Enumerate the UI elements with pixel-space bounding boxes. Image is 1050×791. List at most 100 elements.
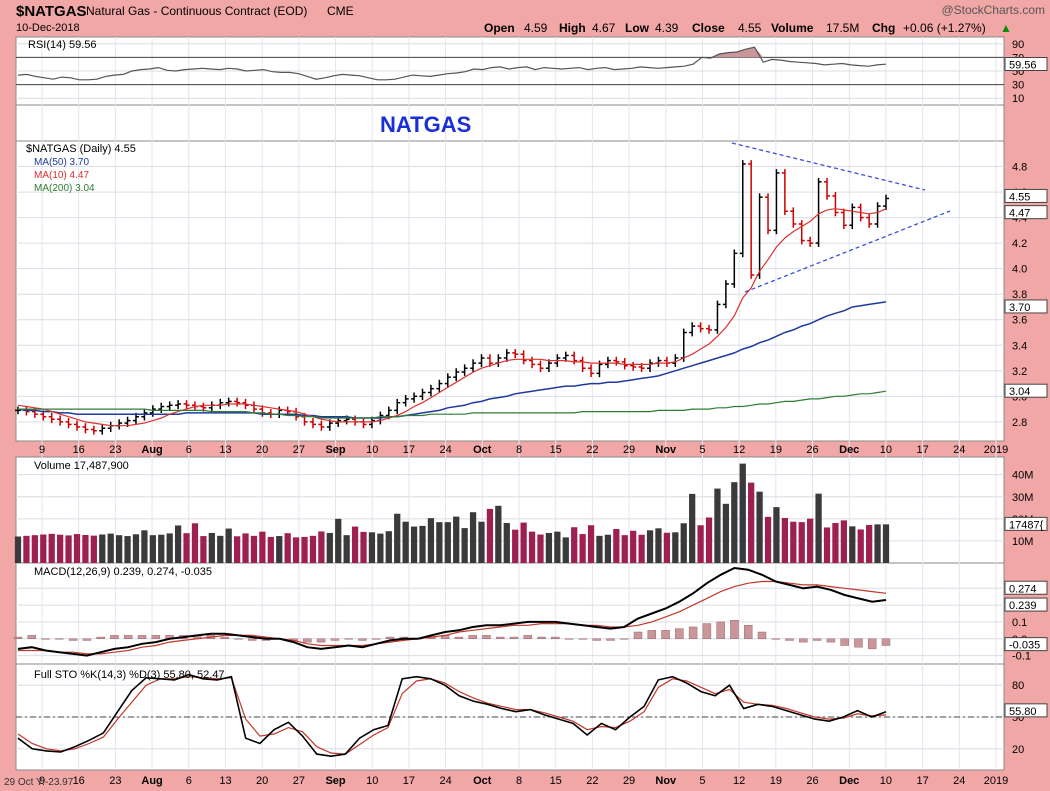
x-tick-label: 19 <box>770 775 782 787</box>
volume-bar <box>158 534 165 563</box>
macd-histogram-bar <box>578 638 588 640</box>
x-tick-label: Aug <box>141 775 162 787</box>
macd-histogram-bar <box>633 631 643 639</box>
x-tick-label: 12 <box>733 775 745 787</box>
volume-bar <box>495 505 502 563</box>
volume-bar <box>461 528 468 563</box>
low-value: 4.39 <box>655 21 679 35</box>
volume-bar <box>57 534 64 563</box>
x-tick-label: 8 <box>516 775 522 787</box>
macd-histogram-bar <box>647 630 657 639</box>
high-value: 4.67 <box>592 21 616 35</box>
volume-bar <box>99 534 106 563</box>
volume-tick-label: 10M <box>1012 536 1033 548</box>
volume-bar <box>840 520 847 563</box>
volume-bar <box>73 534 81 563</box>
macd-histogram-bar <box>234 638 243 640</box>
sto-value-box <box>1004 703 1048 718</box>
price-close-value-label: 4.55 <box>1009 191 1030 203</box>
volume-bar <box>368 532 376 563</box>
volume-bar <box>857 529 864 563</box>
volume-bar <box>882 524 890 563</box>
x-tick-label: 16 <box>73 775 85 787</box>
volume-bar <box>14 536 22 563</box>
x-tick-label: Aug <box>141 444 162 456</box>
price-title: $NATGAS (Daily) 4.55 <box>26 143 136 155</box>
macd-histogram-bar <box>468 635 477 640</box>
x-tick-label: Dec <box>839 444 859 456</box>
macd-histogram-bar <box>509 636 519 639</box>
volume-bar <box>436 522 443 563</box>
x-tick-label: 6 <box>186 444 192 456</box>
x-tick-label: 2019 <box>984 775 1008 787</box>
volume-bar <box>31 535 38 563</box>
volume-bar <box>250 535 258 563</box>
x-tick-label: Nov <box>655 444 677 456</box>
x-tick-label: 9 <box>39 444 45 456</box>
macd-signal-value-label: 0.274 <box>1009 583 1037 595</box>
x-tick-label: 17 <box>916 775 928 787</box>
volume-bar <box>242 533 249 563</box>
x-tick-label: 23 <box>109 444 121 456</box>
sto-tick-label: 20 <box>1012 744 1024 756</box>
macd-histogram-value-box <box>1004 637 1048 652</box>
volume-bar <box>351 526 359 563</box>
annotation-area <box>15 104 1005 142</box>
up-arrow-icon: ▲ <box>1000 21 1012 35</box>
macd-signal-value-box <box>1004 580 1048 595</box>
volume-bar <box>655 528 662 563</box>
volume-bar <box>377 533 384 563</box>
x-tick-label: 23 <box>109 775 121 787</box>
x-tick-label: 16 <box>73 444 85 456</box>
volume-bar <box>722 503 730 563</box>
x-tick-label: 24 <box>439 775 451 787</box>
rsi-tick-label: 10 <box>1012 93 1024 105</box>
x-tick-label: 26 <box>806 775 818 787</box>
volume-bar <box>478 521 485 563</box>
volume-bar <box>343 535 350 563</box>
volume-bar <box>65 535 72 563</box>
ma200-line <box>18 390 887 419</box>
macd-histogram-bar <box>523 635 533 640</box>
macd-histogram-value-label: -0.035 <box>1009 640 1040 652</box>
price-tick-label: 3.8 <box>1012 289 1027 301</box>
macd-histogram-bar <box>867 638 877 650</box>
ma50-value-box <box>1004 299 1048 314</box>
x-tick-label: 15 <box>550 444 562 456</box>
volume-bar <box>528 531 536 563</box>
macd-histogram-bar <box>358 638 367 641</box>
ma10-line <box>17 208 887 427</box>
macd-histogram-bar <box>716 621 725 640</box>
volume-bar <box>714 488 721 563</box>
x-tick-label: 27 <box>293 444 305 456</box>
volume-bar <box>874 524 881 563</box>
volume-bar <box>385 531 392 563</box>
x-tick-label: 17 <box>403 775 415 787</box>
volume-bar <box>663 532 671 563</box>
lower-trendline <box>744 210 951 293</box>
volume-bar <box>174 525 182 563</box>
volume-bar <box>571 527 578 563</box>
x-tick-label: 29 <box>623 775 635 787</box>
x-tick-label: 24 <box>953 775 965 787</box>
quote-line: Open 4.59 High 4.67 Low 4.39 Close 4.55 … <box>484 21 1012 35</box>
x-tick-label: 20 <box>256 775 268 787</box>
x-tick-label: 22 <box>586 775 598 787</box>
volume-bar <box>630 530 637 563</box>
volume-bar <box>807 518 814 563</box>
macd-histogram-bar <box>385 636 395 639</box>
volume-bar <box>335 518 342 563</box>
volume-bar <box>520 522 527 563</box>
close-label: Close <box>692 21 725 35</box>
macd-histogram-bar <box>840 638 849 646</box>
volume-bar <box>604 534 612 563</box>
volume-bar <box>410 526 418 563</box>
x-tick-label: 5 <box>699 775 705 787</box>
volume-bar <box>225 528 232 563</box>
macd-histogram-bar <box>854 638 863 648</box>
volume-bar <box>309 535 317 563</box>
volume-bar <box>284 533 291 563</box>
macd-histogram-bar <box>619 638 629 640</box>
x-tick-label: 10 <box>880 775 892 787</box>
rsi-value-box <box>1004 56 1048 71</box>
